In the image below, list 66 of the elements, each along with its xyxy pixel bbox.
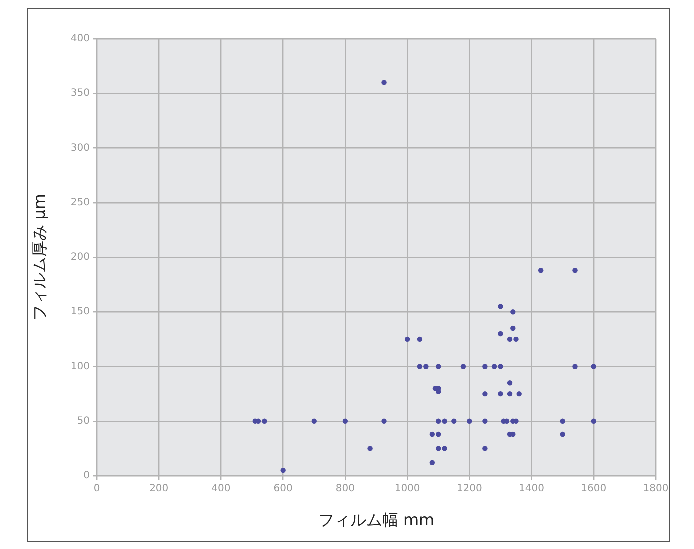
point	[430, 432, 435, 438]
point	[498, 364, 504, 370]
y-tick-label: 100	[70, 361, 90, 372]
point	[312, 418, 317, 424]
point	[507, 380, 513, 386]
point	[436, 418, 442, 424]
point	[498, 331, 504, 337]
point	[572, 268, 578, 274]
point	[442, 418, 448, 424]
x-axis-title: フィルム幅 mm	[318, 510, 435, 530]
x-tick-label: 800	[336, 484, 355, 495]
point	[436, 432, 442, 438]
point	[507, 336, 513, 342]
point	[382, 418, 387, 424]
x-tick-label: 600	[274, 484, 293, 495]
point	[417, 364, 423, 370]
point	[482, 418, 488, 424]
point	[452, 418, 457, 424]
point	[404, 336, 410, 342]
y-tick-label: 400	[70, 34, 90, 45]
point	[498, 391, 504, 397]
point	[514, 336, 519, 342]
point	[510, 310, 516, 315]
point	[436, 446, 442, 452]
x-tick-label: 200	[150, 484, 169, 495]
point	[262, 418, 268, 424]
point	[498, 304, 504, 310]
point	[482, 364, 488, 370]
point	[482, 391, 488, 397]
y-tick-label: 250	[70, 197, 90, 208]
point	[492, 364, 498, 370]
x-tick-label: 1400	[519, 484, 545, 495]
point	[591, 364, 596, 370]
y-axis-title: フィルム厚み μm	[30, 194, 49, 321]
x-tick-label: 400	[212, 484, 231, 495]
point	[560, 418, 566, 424]
point	[507, 391, 513, 397]
point	[510, 326, 516, 332]
point	[430, 460, 435, 466]
point	[591, 418, 596, 424]
point	[516, 391, 522, 397]
x-tick-label: 1800	[643, 484, 669, 495]
x-tick-label: 1000	[394, 484, 420, 495]
point	[342, 418, 348, 424]
point	[538, 268, 544, 274]
x-tick-label: 1600	[581, 484, 607, 495]
point	[382, 80, 387, 86]
point	[417, 336, 423, 342]
x-tick-label: 0	[94, 484, 100, 495]
point	[424, 364, 429, 370]
point	[560, 432, 566, 438]
point	[572, 364, 578, 370]
point	[280, 468, 286, 474]
point	[436, 364, 442, 370]
y-tick-label: 200	[70, 252, 90, 264]
x-tick-label: 1200	[456, 484, 482, 495]
point	[460, 364, 466, 370]
point	[368, 446, 373, 452]
point	[442, 446, 448, 452]
y-tick-label: 50	[77, 416, 90, 427]
y-tick-label: 0	[84, 470, 90, 482]
y-tick-label: 300	[70, 142, 90, 154]
y-tick-label: 150	[70, 306, 90, 318]
point	[467, 418, 472, 424]
point	[482, 446, 488, 452]
y-tick-label: 350	[70, 88, 90, 100]
